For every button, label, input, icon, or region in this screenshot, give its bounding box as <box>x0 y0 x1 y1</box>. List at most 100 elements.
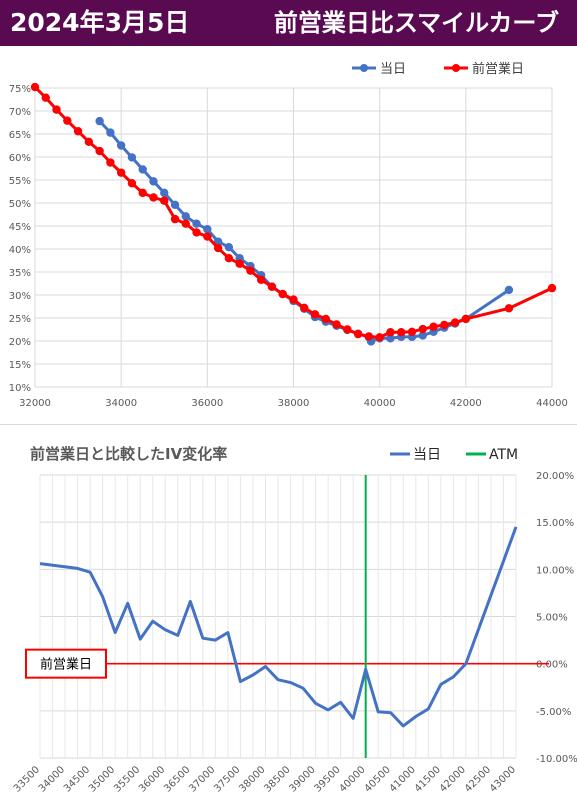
y-tick-label: 70% <box>9 107 31 118</box>
data-point <box>160 188 169 198</box>
y-tick-label: 15% <box>9 360 31 371</box>
data-point <box>127 179 137 188</box>
y-tick-label: 30% <box>9 291 31 302</box>
data-point <box>504 285 514 295</box>
data-point <box>224 242 234 252</box>
data-point <box>181 219 190 228</box>
data-point <box>547 283 557 293</box>
data-point <box>300 303 309 313</box>
data-point <box>138 188 147 198</box>
data-point <box>278 289 287 299</box>
x-tick-label: 34000 <box>37 764 67 794</box>
zero-line-label-box <box>25 648 107 679</box>
y-tick-label: 10.00% <box>536 565 574 576</box>
y-tick-label: 0.00% <box>536 660 568 671</box>
legend-marker <box>452 64 460 72</box>
x-tick-label: 42000 <box>438 764 468 794</box>
chart-title: 前営業日と比較したIV変化率 <box>30 445 227 463</box>
x-tick-label: 38500 <box>262 764 292 794</box>
data-point <box>138 165 147 174</box>
legend-marker <box>360 64 368 72</box>
x-tick-label: 37000 <box>187 764 217 794</box>
x-tick-label: 36000 <box>137 764 167 794</box>
y-tick-label: 20.00% <box>536 471 574 482</box>
x-tick-label: 39500 <box>312 764 342 794</box>
data-point <box>375 333 384 342</box>
data-point <box>181 212 190 221</box>
data-point <box>192 219 201 228</box>
x-tick-label: 40000 <box>364 398 396 409</box>
data-point <box>310 310 320 319</box>
data-point <box>450 318 460 327</box>
data-point <box>95 116 104 126</box>
data-point <box>52 105 61 114</box>
data-point <box>63 116 72 125</box>
x-tick-label: 41000 <box>388 764 418 794</box>
x-tick-label: 44000 <box>536 398 568 409</box>
iv-change-line <box>39 526 518 728</box>
y-tick-label: 50% <box>9 199 31 210</box>
y-tick-label: 20% <box>9 337 31 348</box>
y-tick-label: 5.00% <box>536 613 568 624</box>
data-point <box>95 146 104 156</box>
x-tick-label: 41500 <box>413 764 443 794</box>
data-point <box>127 153 137 162</box>
data-point <box>203 225 212 234</box>
data-point <box>429 322 438 331</box>
y-tick-label: 45% <box>9 222 31 233</box>
data-point <box>224 254 234 263</box>
x-tick-label: 32000 <box>19 398 51 409</box>
x-tick-label: 38000 <box>237 764 267 794</box>
x-tick-label: 39000 <box>287 764 317 794</box>
x-tick-label: 42500 <box>463 764 493 794</box>
data-point <box>256 275 266 285</box>
data-point <box>213 243 223 253</box>
data-point <box>84 137 94 147</box>
y-tick-label: 40% <box>9 245 31 256</box>
data-point <box>397 328 406 337</box>
data-point <box>160 196 169 205</box>
x-tick-label: 42000 <box>450 398 482 409</box>
data-point <box>170 200 180 210</box>
data-point <box>235 259 244 268</box>
data-point <box>246 266 255 275</box>
data-point <box>30 82 40 92</box>
data-point <box>106 158 115 167</box>
data-point <box>106 128 115 137</box>
data-point <box>364 332 374 341</box>
data-point <box>267 282 277 291</box>
data-point <box>353 329 363 339</box>
data-point <box>504 304 514 313</box>
x-tick-label: 34500 <box>62 764 92 794</box>
header-title: 前営業日比スマイルカーブ <box>273 9 559 37</box>
data-point <box>332 320 341 329</box>
legend-label: 前営業日 <box>472 61 524 77</box>
data-point <box>289 295 298 304</box>
x-tick-label: 40500 <box>363 764 393 794</box>
data-point <box>116 141 126 150</box>
y-tick-label: 65% <box>9 130 31 141</box>
legend-label: 当日 <box>413 447 441 463</box>
y-tick-label: 55% <box>9 176 31 187</box>
x-tick-label: 37500 <box>212 764 242 794</box>
y-tick-label: 75% <box>9 84 31 95</box>
x-tick-label: 36000 <box>191 398 223 409</box>
data-point <box>321 314 331 324</box>
legend-label: 当日 <box>380 62 406 77</box>
y-tick-label: 15.00% <box>536 518 574 529</box>
data-point <box>41 93 50 102</box>
x-tick-label: 36500 <box>162 764 192 794</box>
data-point <box>116 168 126 177</box>
data-point <box>461 314 471 324</box>
y-tick-label: 60% <box>9 153 31 164</box>
data-point <box>440 320 449 330</box>
data-point <box>149 193 158 202</box>
data-point <box>170 214 180 224</box>
legend-label: ATM <box>489 447 518 463</box>
y-tick-label: 25% <box>9 314 31 325</box>
y-tick-label: -10.00% <box>536 754 577 765</box>
x-tick-label: 34000 <box>105 398 137 409</box>
x-tick-label: 43000 <box>488 764 518 794</box>
data-point <box>386 328 395 337</box>
y-tick-label: 10% <box>9 383 31 394</box>
